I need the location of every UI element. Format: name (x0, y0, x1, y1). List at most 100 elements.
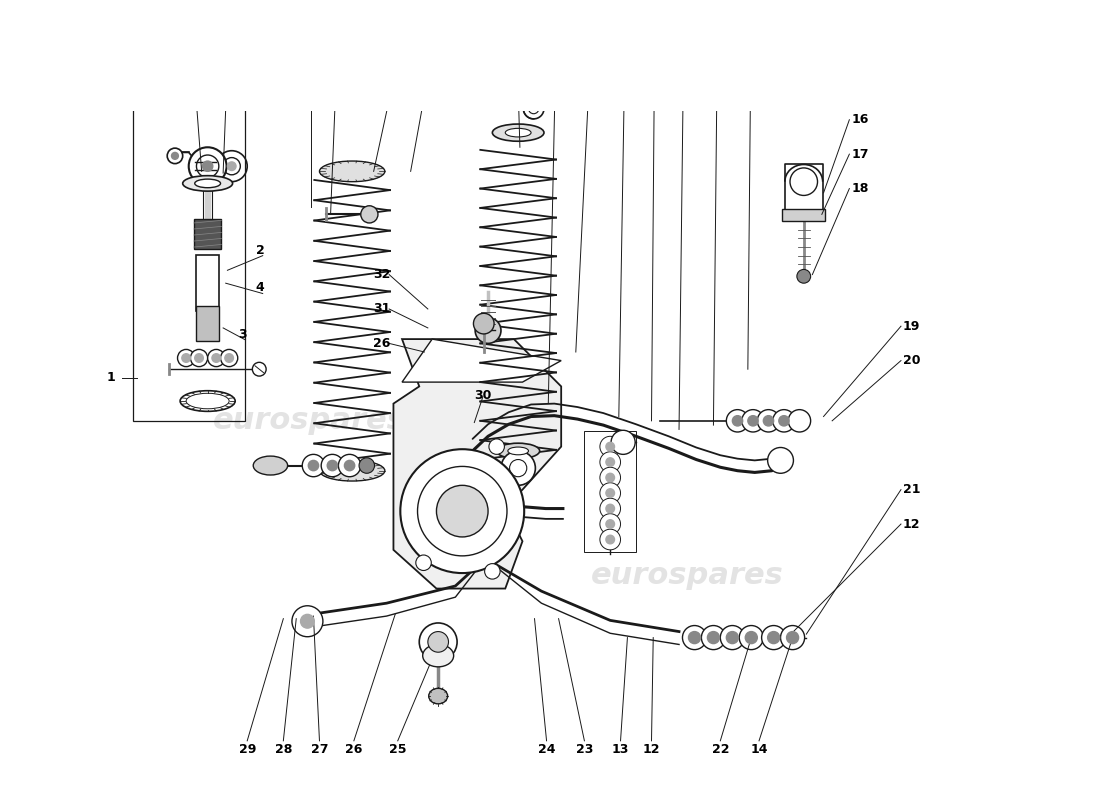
Circle shape (768, 631, 780, 644)
Circle shape (202, 161, 212, 171)
Text: 28: 28 (275, 743, 292, 756)
Circle shape (418, 466, 507, 556)
Circle shape (790, 168, 817, 195)
Circle shape (359, 458, 374, 474)
Bar (782, 210, 825, 222)
Circle shape (419, 623, 458, 661)
Circle shape (796, 270, 811, 283)
Text: 22: 22 (712, 743, 729, 756)
Bar (197, 254, 219, 310)
Circle shape (726, 410, 749, 432)
Circle shape (327, 460, 338, 470)
Text: 16: 16 (851, 114, 868, 126)
Circle shape (606, 535, 615, 544)
Circle shape (768, 447, 793, 474)
Text: eurospares: eurospares (212, 406, 406, 435)
Text: eurospares: eurospares (592, 561, 784, 590)
Text: 26: 26 (374, 337, 390, 350)
Circle shape (228, 162, 236, 170)
Circle shape (428, 631, 449, 652)
Circle shape (600, 436, 620, 457)
Text: 5: 5 (307, 0, 316, 2)
Circle shape (400, 450, 525, 573)
Bar (508, 356, 528, 425)
Circle shape (779, 416, 789, 426)
Ellipse shape (195, 179, 220, 188)
Text: 29: 29 (239, 743, 256, 756)
Circle shape (606, 520, 615, 528)
Ellipse shape (186, 394, 229, 409)
Circle shape (789, 410, 811, 432)
Circle shape (606, 489, 615, 498)
Circle shape (339, 454, 361, 477)
Text: 3: 3 (226, 0, 234, 2)
Circle shape (773, 410, 795, 432)
Text: 10: 10 (548, 0, 565, 2)
Bar (584, 431, 636, 551)
Text: 14: 14 (710, 0, 726, 2)
Text: 13: 13 (612, 743, 629, 756)
Circle shape (217, 150, 248, 182)
Circle shape (500, 451, 536, 486)
Text: 17: 17 (851, 148, 869, 161)
Circle shape (473, 314, 494, 334)
Text: 31: 31 (374, 302, 390, 315)
Circle shape (600, 498, 620, 519)
Ellipse shape (497, 443, 540, 458)
Text: 21: 21 (903, 483, 921, 496)
Circle shape (733, 416, 742, 426)
Circle shape (223, 158, 240, 174)
Circle shape (606, 458, 615, 466)
Text: 19: 19 (903, 320, 920, 333)
Ellipse shape (319, 460, 385, 481)
Circle shape (220, 350, 238, 366)
Circle shape (302, 454, 324, 477)
Circle shape (739, 626, 763, 650)
Circle shape (748, 416, 758, 426)
Circle shape (177, 350, 195, 366)
Circle shape (786, 631, 799, 644)
Text: 13: 13 (647, 0, 663, 2)
Ellipse shape (493, 124, 544, 142)
Polygon shape (394, 339, 561, 589)
Text: 32: 32 (374, 268, 390, 281)
Text: 12: 12 (675, 0, 693, 2)
Circle shape (190, 350, 208, 366)
Circle shape (741, 410, 764, 432)
Circle shape (606, 504, 615, 513)
Circle shape (600, 530, 620, 550)
Circle shape (252, 362, 266, 376)
Text: 2: 2 (255, 244, 264, 257)
Text: 24: 24 (538, 743, 556, 756)
Ellipse shape (183, 176, 232, 191)
Circle shape (292, 606, 323, 637)
Circle shape (528, 103, 539, 114)
Circle shape (606, 442, 615, 451)
Bar (133, 70, 244, 421)
Bar (197, 306, 219, 341)
Text: 25: 25 (389, 743, 407, 756)
Circle shape (781, 626, 804, 650)
Circle shape (321, 454, 343, 477)
Circle shape (167, 148, 183, 164)
Text: 6: 6 (334, 0, 343, 2)
Ellipse shape (319, 161, 385, 182)
Circle shape (612, 430, 635, 454)
Circle shape (182, 354, 190, 362)
Circle shape (361, 206, 378, 223)
Ellipse shape (253, 456, 287, 475)
Text: 30: 30 (474, 389, 492, 402)
Text: 12: 12 (642, 743, 660, 756)
Text: 8: 8 (438, 0, 446, 2)
Text: 15: 15 (742, 0, 760, 2)
Circle shape (308, 460, 319, 470)
Circle shape (488, 439, 505, 454)
Circle shape (707, 631, 719, 644)
Circle shape (720, 626, 745, 650)
Circle shape (208, 350, 224, 366)
Circle shape (300, 614, 315, 628)
Circle shape (600, 467, 620, 488)
Ellipse shape (429, 688, 448, 704)
Circle shape (212, 354, 220, 362)
Bar (194, 218, 221, 249)
